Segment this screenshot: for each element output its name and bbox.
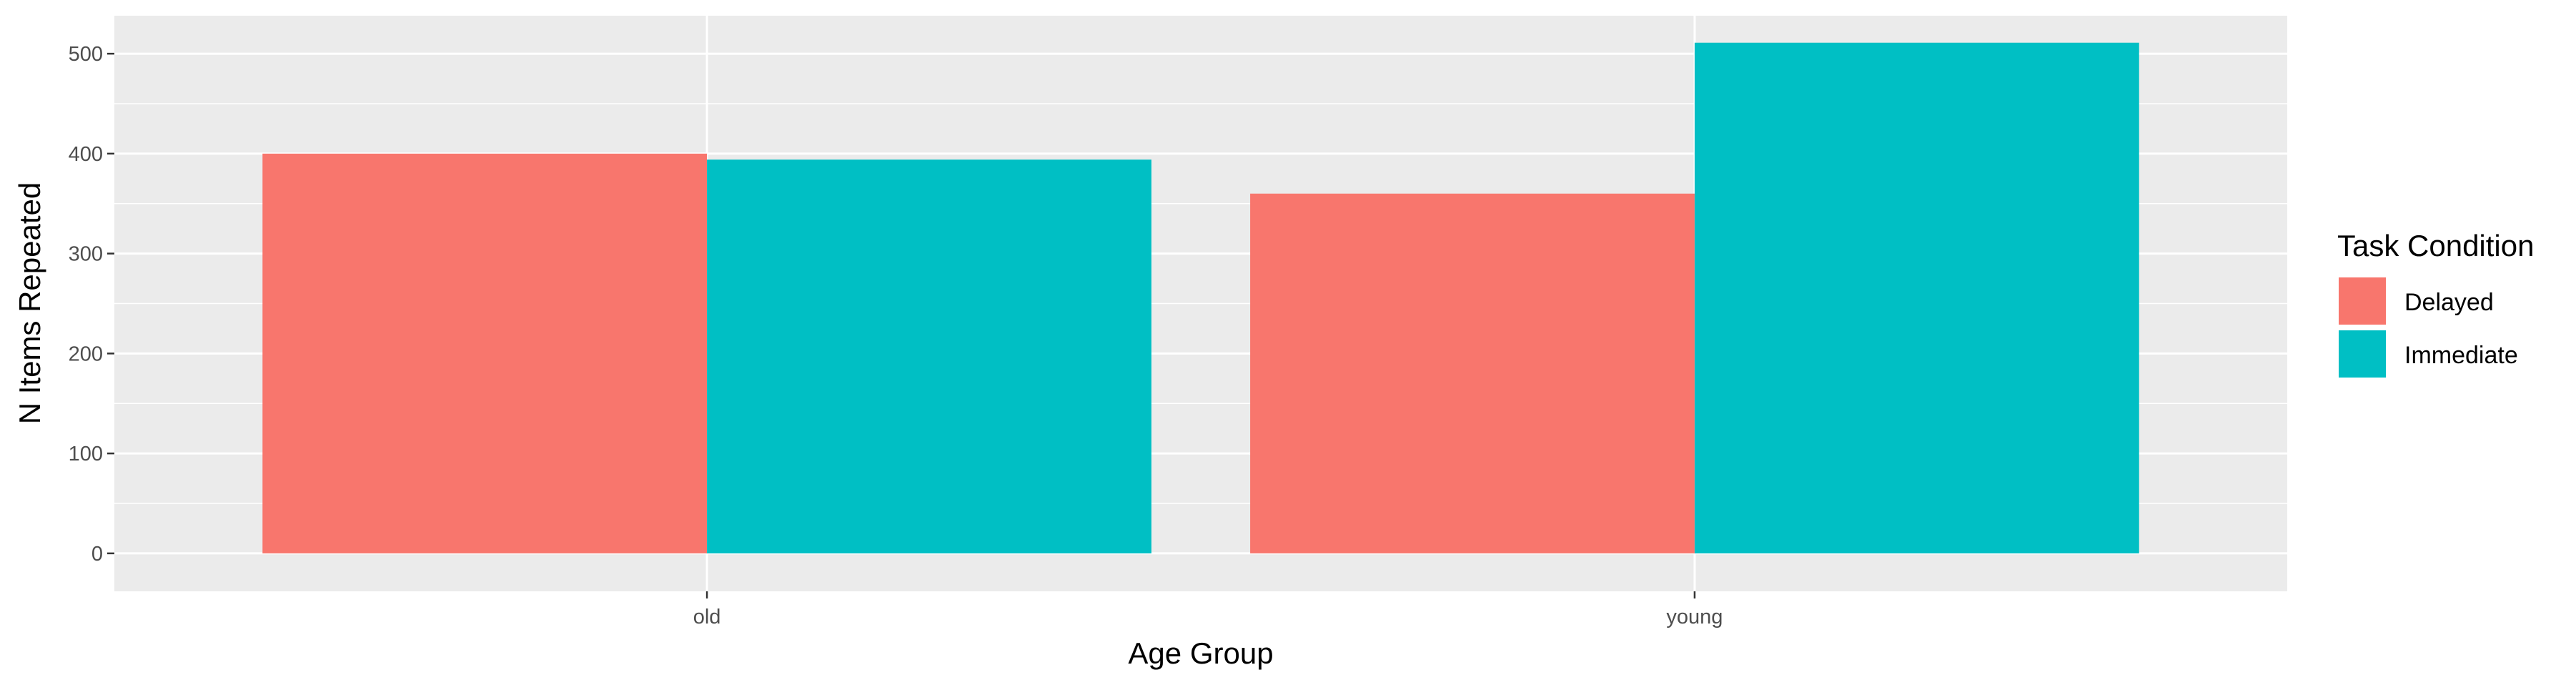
- legend-title: Task Condition: [2337, 229, 2534, 262]
- legend-key-immediate: [2339, 330, 2386, 378]
- legend-label-delayed: Delayed: [2404, 289, 2494, 316]
- bar-delayed-old: [262, 153, 708, 553]
- bar-delayed-young: [1250, 193, 1695, 553]
- y-tick-label: 0: [91, 543, 103, 566]
- y-tick-label: 100: [69, 443, 103, 465]
- legend-label-immediate: Immediate: [2404, 342, 2518, 369]
- x-tick-label: young: [1666, 606, 1723, 629]
- bar-immediate-old: [707, 159, 1151, 553]
- y-tick-label: 500: [69, 43, 103, 66]
- y-tick-label: 300: [69, 243, 103, 266]
- y-axis-title: N Items Repeated: [13, 182, 46, 425]
- y-tick-label: 400: [69, 143, 103, 166]
- legend-key-delayed: [2339, 277, 2386, 325]
- x-axis: old young: [693, 591, 1723, 629]
- bars: [262, 42, 2139, 553]
- x-axis-title: Age Group: [1128, 636, 1273, 670]
- y-axis: 0 100 200 300 400 500: [69, 43, 114, 566]
- y-tick-label: 200: [69, 342, 103, 365]
- x-tick-label: old: [693, 606, 721, 629]
- legend: Task Condition Delayed Immediate: [2337, 229, 2534, 378]
- bar-immediate-young: [1694, 42, 2139, 553]
